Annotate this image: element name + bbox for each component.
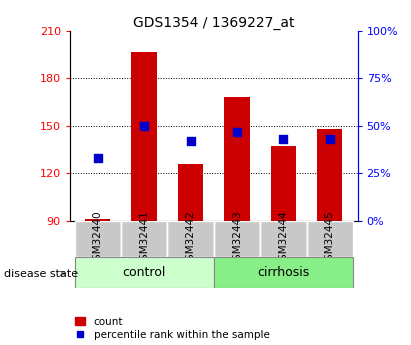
Bar <box>224 97 250 221</box>
Text: control: control <box>122 266 166 279</box>
Text: disease state: disease state <box>4 269 78 278</box>
Bar <box>74 221 121 257</box>
Bar <box>260 221 307 257</box>
Point <box>95 155 101 161</box>
Text: GSM32440: GSM32440 <box>93 210 103 267</box>
Bar <box>307 221 353 257</box>
Bar <box>178 164 203 221</box>
Title: GDS1354 / 1369227_at: GDS1354 / 1369227_at <box>133 16 294 30</box>
Point <box>187 138 194 144</box>
Bar <box>214 257 353 288</box>
Point <box>326 136 333 142</box>
Text: cirrhosis: cirrhosis <box>257 266 309 279</box>
Legend: count, percentile rank within the sample: count, percentile rank within the sample <box>75 317 270 340</box>
Bar <box>270 147 296 221</box>
Bar <box>74 257 214 288</box>
Text: GSM32445: GSM32445 <box>325 210 335 267</box>
Point <box>280 136 286 142</box>
Text: GSM32444: GSM32444 <box>278 210 289 267</box>
Bar <box>121 221 167 257</box>
Bar <box>167 221 214 257</box>
Bar <box>132 52 157 221</box>
Text: GSM32441: GSM32441 <box>139 210 149 267</box>
Point <box>141 123 148 129</box>
Text: GSM32443: GSM32443 <box>232 210 242 267</box>
Point <box>233 129 240 135</box>
Bar <box>214 221 260 257</box>
Text: GSM32442: GSM32442 <box>185 210 196 267</box>
Bar <box>317 129 342 221</box>
Bar <box>85 219 111 221</box>
